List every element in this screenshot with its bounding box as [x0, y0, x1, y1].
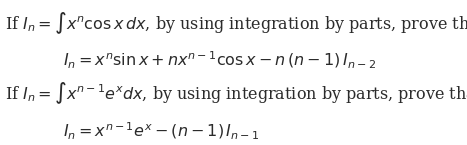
Text: $I_n = x^n \sin x + nx^{n-1} \cos x - n\,(n-1)\, I_{n-2}$: $I_n = x^n \sin x + nx^{n-1} \cos x - n\…: [63, 50, 376, 71]
Text: $I_n = x^{n-1}e^{x} - (n-1)\, I_{n-1}$: $I_n = x^{n-1}e^{x} - (n-1)\, I_{n-1}$: [63, 120, 259, 142]
Text: If $I_n = \int x^{n-1}e^x dx$, by using integration by parts, prove that: If $I_n = \int x^{n-1}e^x dx$, by using …: [5, 81, 467, 106]
Text: If $I_n = \int x^n \cos x\, dx$, by using integration by parts, prove that: If $I_n = \int x^n \cos x\, dx$, by usin…: [5, 11, 467, 36]
